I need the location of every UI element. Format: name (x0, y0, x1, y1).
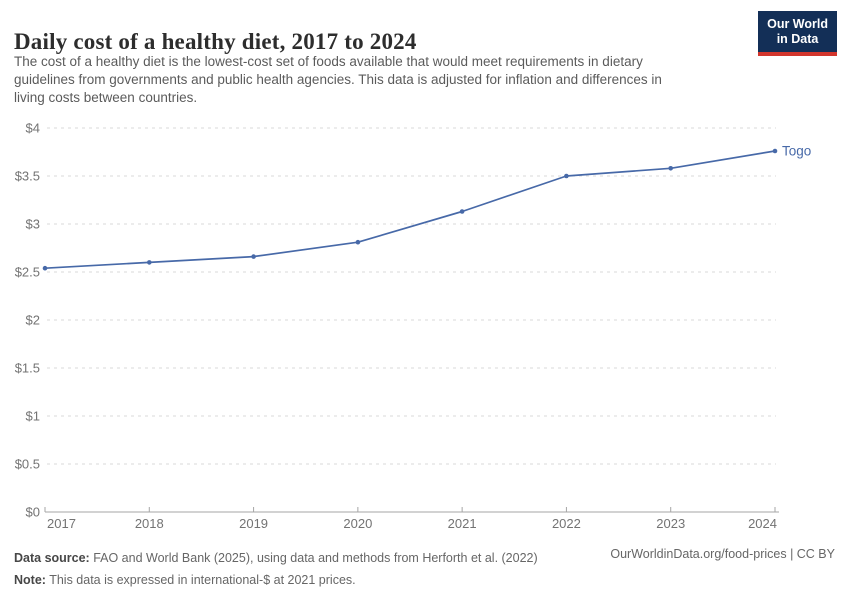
y-tick-label: $4 (26, 121, 40, 136)
x-tick-label: 2020 (343, 516, 372, 531)
datasource-text: FAO and World Bank (2025), using data an… (89, 551, 538, 565)
data-point (42, 265, 48, 271)
x-tick-label: 2017 (47, 516, 76, 531)
y-tick-label: $2 (26, 313, 40, 328)
data-point (564, 173, 569, 179)
note-label: Note: (14, 573, 46, 587)
y-tick-label: $3.5 (15, 169, 40, 184)
series-line-togo (44, 150, 776, 270)
data-point (355, 239, 361, 245)
data-point (772, 148, 778, 154)
data-point (147, 260, 152, 265)
y-tick-label: $0.5 (15, 457, 40, 472)
x-tick-label: 2018 (135, 516, 164, 531)
x-tick-label: 2019 (239, 516, 268, 531)
subtitle-line: living costs between countries. (14, 90, 198, 105)
y-tick-label: $2.5 (15, 265, 40, 280)
x-tick-label: 2021 (448, 516, 477, 531)
x-tick-label: 2023 (656, 516, 685, 531)
owid-logo-line2: in Data (776, 32, 819, 46)
subtitle-line: The cost of a healthy diet is the lowest… (14, 54, 643, 69)
note-row: Note: This data is expressed in internat… (14, 569, 836, 591)
chart-title: Daily cost of a healthy diet, 2017 to 20… (14, 29, 417, 55)
subtitle-line: guidelines from governments and public h… (14, 72, 662, 87)
data-point (668, 166, 673, 171)
owid-logo[interactable]: Our World in Data (758, 11, 837, 56)
owid-logo-line1: Our World (767, 17, 828, 31)
credit-link[interactable]: OurWorldinData.org/food-prices | CC BY (610, 547, 835, 561)
datasource-label: Data source: (14, 551, 90, 565)
chart-footer: Data source: FAO and World Bank (2025), … (14, 547, 836, 591)
datasource-row: Data source: FAO and World Bank (2025), … (14, 547, 836, 569)
series-end-label: Togo (782, 144, 811, 159)
x-tick-label: 2024 (748, 516, 777, 531)
y-tick-label: $0 (26, 505, 40, 520)
data-point (459, 209, 465, 214)
x-tick-label: 2022 (552, 516, 581, 531)
note-text: This data is expressed in international-… (45, 573, 356, 587)
y-tick-label: $3 (26, 217, 40, 232)
y-tick-label: $1.5 (15, 361, 40, 376)
chart-subtitle: The cost of a healthy diet is the lowest… (14, 53, 662, 107)
data-point (251, 254, 256, 259)
y-tick-label: $1 (26, 409, 40, 424)
